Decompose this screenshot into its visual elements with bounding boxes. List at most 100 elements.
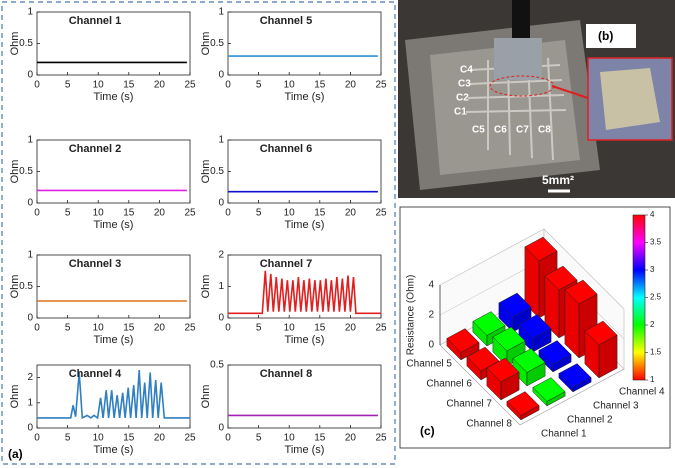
x-tick-label: 5 xyxy=(256,433,262,444)
cable xyxy=(512,0,530,42)
y-tick-label: 0 xyxy=(218,198,224,209)
y-tick-label: 1 xyxy=(218,135,224,146)
y-tick-label: 0 xyxy=(27,423,33,434)
colorbar xyxy=(632,214,646,381)
y-axis-label: Ohm xyxy=(200,32,212,56)
z-tick-label: 2 xyxy=(428,310,434,321)
column-label: Channel 2 xyxy=(567,415,613,426)
x-tick-label: 10 xyxy=(93,208,105,219)
z-tick-label: 0 xyxy=(428,340,434,351)
column-label: Channel 3 xyxy=(593,401,639,412)
x-tick-label: 20 xyxy=(345,80,357,91)
photo-label: C7 xyxy=(516,125,529,136)
x-tick-label: 15 xyxy=(314,323,326,334)
y-tick-label: 1 xyxy=(27,135,33,146)
y-axis-label: Ohm xyxy=(9,275,21,299)
photo-label: C4 xyxy=(460,65,473,76)
photo-label: C5 xyxy=(472,125,485,136)
plot-area xyxy=(36,11,191,76)
colorbar-tick-label: 3.5 xyxy=(650,238,662,247)
grid-line xyxy=(439,228,625,310)
x-tick-label: 0 xyxy=(34,323,40,334)
y-tick-label: 1 xyxy=(27,7,33,18)
column-label: Channel 4 xyxy=(619,387,665,398)
x-tick-label: 25 xyxy=(184,433,196,444)
x-tick-label: 20 xyxy=(154,433,166,444)
panel-a-frame xyxy=(1,1,396,465)
x-axis-label: Time (s) xyxy=(285,91,325,103)
photo-label: C3 xyxy=(458,79,471,90)
plot-area xyxy=(36,139,191,204)
chart-title: Channel 7 xyxy=(260,258,313,270)
y-tick-label: 0.5 xyxy=(19,281,33,292)
x-tick-label: 25 xyxy=(375,323,387,334)
colorbar-tick-label: 1 xyxy=(650,375,655,384)
bar-face-top xyxy=(472,311,506,336)
label-bg xyxy=(586,24,636,48)
row-label: Channel 8 xyxy=(466,419,512,430)
x-tick-label: 10 xyxy=(284,80,296,91)
series-line xyxy=(228,270,381,315)
bar-face-top xyxy=(486,357,520,383)
row-label: Channel 6 xyxy=(426,379,472,390)
x-tick-label: 25 xyxy=(375,80,387,91)
bar-face-top xyxy=(446,328,480,353)
photo xyxy=(398,0,675,198)
x-tick-label: 25 xyxy=(184,323,196,334)
x-tick-label: 0 xyxy=(225,323,231,334)
colorbar-tick-label: 3 xyxy=(650,265,655,274)
x-tick-label: 20 xyxy=(345,433,357,444)
series-line xyxy=(37,369,190,420)
y-tick-label: 0.5 xyxy=(210,166,224,177)
x-axis-label: Time (s) xyxy=(94,444,134,456)
chart-title: Channel 6 xyxy=(260,143,313,155)
photo-label: C1 xyxy=(454,107,467,118)
x-tick-label: 15 xyxy=(314,80,326,91)
x-tick-label: 0 xyxy=(34,80,40,91)
inset-sensor xyxy=(600,68,660,130)
z-tick-label: 4 xyxy=(428,280,434,291)
x-tick-label: 10 xyxy=(93,323,105,334)
x-tick-label: 0 xyxy=(225,208,231,219)
x-tick-label: 20 xyxy=(345,208,357,219)
plot-area xyxy=(227,364,382,429)
y-tick-label: 2 xyxy=(218,250,224,261)
x-tick-label: 0 xyxy=(225,433,231,444)
x-tick-label: 5 xyxy=(65,208,71,219)
x-tick-label: 5 xyxy=(65,323,71,334)
plot-area xyxy=(36,254,191,319)
y-axis-label: Ohm xyxy=(9,32,21,56)
photo-label: C6 xyxy=(494,125,507,136)
press-block xyxy=(494,38,542,80)
x-tick-label: 15 xyxy=(314,433,326,444)
bar-face-top xyxy=(584,320,618,346)
bar-face-top xyxy=(506,391,540,416)
sensor-sheet xyxy=(430,40,580,175)
y-axis-label: Ohm xyxy=(200,275,212,299)
x-tick-label: 5 xyxy=(65,80,71,91)
x-tick-label: 20 xyxy=(154,208,166,219)
y-tick-label: 1 xyxy=(27,250,33,261)
chart-title: Channel 8 xyxy=(260,368,313,380)
x-tick-label: 15 xyxy=(314,208,326,219)
x-tick-label: 15 xyxy=(123,433,135,444)
y-tick-label: 0 xyxy=(218,313,224,324)
x-tick-label: 10 xyxy=(93,80,105,91)
y-tick-label: 1 xyxy=(218,281,224,292)
x-tick-label: 5 xyxy=(256,208,262,219)
y-axis-label: Ohm xyxy=(9,385,21,409)
x-tick-label: 20 xyxy=(345,323,357,334)
y-tick-label: 0 xyxy=(27,70,33,81)
panel-label: (c) xyxy=(420,424,435,438)
x-tick-label: 25 xyxy=(375,433,387,444)
x-tick-label: 10 xyxy=(284,433,296,444)
y-tick-label: 0 xyxy=(218,423,224,434)
y-tick-label: 0 xyxy=(27,313,33,324)
chart-title: Channel 3 xyxy=(69,258,122,270)
colorbar-tick-label: 4 xyxy=(650,210,655,219)
y-tick-label: 1 xyxy=(27,397,33,408)
colorbar-tick-label: 2.5 xyxy=(650,293,662,302)
bar-face-top xyxy=(492,326,526,352)
x-tick-label: 0 xyxy=(34,433,40,444)
